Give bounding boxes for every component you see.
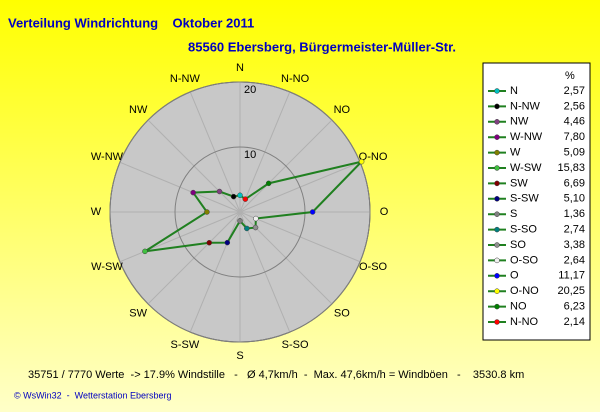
legend-label: S bbox=[510, 208, 517, 220]
radar-point bbox=[204, 209, 210, 215]
radar-point bbox=[309, 209, 316, 215]
direction-label: S-SO bbox=[282, 339, 309, 351]
direction-label: W bbox=[91, 206, 102, 218]
radar-point bbox=[237, 218, 243, 224]
legend-box bbox=[482, 62, 591, 341]
legend-header: % bbox=[565, 70, 575, 82]
legend-value: 2,64 bbox=[564, 254, 585, 266]
direction-label: W-SW bbox=[91, 261, 123, 273]
legend-label: N-NW bbox=[510, 100, 541, 112]
legend-label: W-SW bbox=[510, 162, 542, 174]
legend-label: SO bbox=[510, 239, 526, 251]
grid-ring bbox=[109, 81, 371, 343]
legend-label: S-SO bbox=[510, 224, 537, 236]
legend-marker bbox=[494, 242, 500, 248]
radar-point bbox=[216, 188, 223, 195]
legend-value: 1,36 bbox=[564, 208, 585, 220]
legend-value: 2,56 bbox=[564, 100, 585, 112]
radar-point bbox=[190, 189, 196, 196]
direction-label: NO bbox=[334, 104, 351, 116]
direction-label: N bbox=[236, 62, 244, 74]
legend-value: 2,57 bbox=[564, 85, 585, 97]
legend-value: 6,23 bbox=[564, 301, 585, 313]
legend-value: 4,46 bbox=[564, 116, 585, 128]
direction-label: S-SW bbox=[171, 339, 200, 351]
legend-value: 5,09 bbox=[564, 147, 585, 159]
legend-value: 6,69 bbox=[564, 177, 585, 189]
legend-marker bbox=[494, 165, 500, 171]
direction-label: O bbox=[380, 206, 389, 218]
direction-label: S bbox=[236, 350, 243, 362]
legend-marker bbox=[494, 134, 500, 140]
legend-value: 7,80 bbox=[564, 131, 585, 143]
radar-point bbox=[358, 158, 365, 165]
radar-point bbox=[252, 224, 259, 231]
legend-label: W-NW bbox=[510, 131, 543, 143]
direction-label: N-NW bbox=[170, 73, 201, 85]
legend-value: 20,25 bbox=[557, 285, 585, 297]
legend-label: O-NO bbox=[510, 285, 539, 297]
legend-marker bbox=[494, 273, 500, 279]
legend-value: 11,17 bbox=[558, 270, 585, 282]
legend-marker bbox=[494, 211, 500, 217]
legend-marker bbox=[494, 119, 500, 125]
legend-marker bbox=[494, 257, 500, 264]
legend-label: N bbox=[510, 85, 518, 97]
radar-point bbox=[142, 248, 148, 255]
legend-marker bbox=[494, 149, 500, 156]
direction-label: SW bbox=[129, 308, 147, 320]
legend-value: 15,83 bbox=[557, 162, 585, 174]
legend-label: S-SW bbox=[510, 193, 539, 205]
legend-label: O-SO bbox=[510, 254, 539, 266]
credit: © WsWin32 - Wetterstation Ebersberg bbox=[14, 390, 172, 400]
legend-label: NW bbox=[510, 116, 529, 128]
legend-value: 5,10 bbox=[564, 193, 585, 205]
radar-point bbox=[230, 193, 237, 200]
legend-marker bbox=[494, 226, 500, 233]
legend-label: W bbox=[510, 147, 521, 159]
radar-point bbox=[224, 239, 231, 246]
radar-point bbox=[206, 239, 213, 246]
legend-marker bbox=[494, 180, 500, 187]
legend-value: 2,14 bbox=[564, 316, 585, 328]
chart-title: Verteilung Windrichtung Oktober 2011 bbox=[8, 15, 254, 30]
radar-point bbox=[265, 180, 272, 187]
legend-label: O bbox=[510, 270, 519, 282]
radar-point bbox=[253, 215, 259, 222]
legend-value: 2,74 bbox=[564, 224, 585, 236]
direction-label: NW bbox=[129, 104, 148, 116]
r-tick-label: 20 bbox=[244, 84, 256, 96]
legend-marker bbox=[494, 103, 500, 110]
legend-value: 3,38 bbox=[564, 239, 585, 251]
legend-marker bbox=[494, 196, 500, 202]
direction-label: N-NO bbox=[281, 73, 310, 85]
radar-point bbox=[237, 192, 243, 199]
legend-marker bbox=[494, 88, 500, 94]
legend-label: N-NO bbox=[510, 316, 539, 328]
direction-label: SO bbox=[334, 308, 350, 320]
legend-marker bbox=[494, 288, 500, 294]
legend-marker bbox=[494, 319, 500, 325]
direction-label: O-SO bbox=[359, 261, 388, 273]
radar-point bbox=[244, 225, 250, 232]
legend-label: SW bbox=[510, 177, 528, 189]
direction-label: O-NO bbox=[359, 151, 388, 163]
legend-label: NO bbox=[510, 301, 527, 313]
radar-point bbox=[242, 196, 249, 202]
legend-marker bbox=[494, 303, 500, 310]
direction-label: W-NW bbox=[91, 151, 124, 163]
footer: 35751 / 7770 Werte -> 17.9% Windstille -… bbox=[28, 369, 524, 381]
chart-subtitle: 85560 Ebersberg, Bürgermeister-Müller-St… bbox=[188, 39, 456, 54]
r-tick-label: 10 bbox=[244, 149, 256, 161]
